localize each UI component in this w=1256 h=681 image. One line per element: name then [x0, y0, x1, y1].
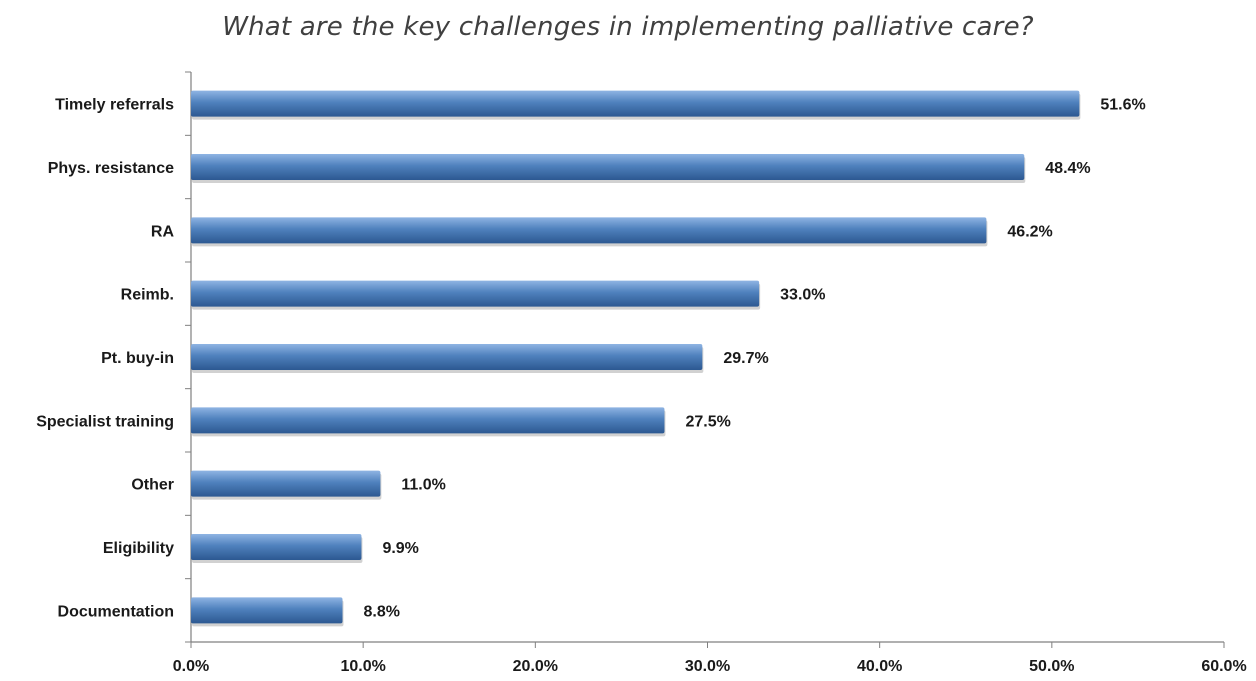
value-label: 9.9% — [382, 540, 418, 557]
category-label: Phys. resistance — [48, 160, 174, 177]
value-label: 29.7% — [723, 350, 768, 367]
chart-title: What are the key challenges in implement… — [222, 12, 1034, 42]
category-label: RA — [151, 223, 175, 240]
category-label: Other — [131, 477, 174, 494]
category-label: Eligibility — [103, 540, 174, 557]
bar — [191, 597, 343, 624]
value-label: 51.6% — [1100, 97, 1145, 114]
x-tick-label: 60.0% — [1201, 658, 1246, 675]
bar — [191, 407, 665, 434]
value-label: 8.8% — [364, 603, 400, 620]
bar — [191, 280, 760, 307]
bar — [191, 470, 381, 497]
value-label: 33.0% — [780, 287, 825, 304]
bar — [191, 154, 1025, 180]
x-tick-label: 0.0% — [173, 658, 209, 675]
value-label: 48.4% — [1045, 160, 1090, 177]
bar — [191, 534, 362, 560]
value-label: 11.0% — [401, 477, 445, 494]
x-tick-label: 40.0% — [857, 658, 902, 675]
x-tick-label: 50.0% — [1029, 658, 1074, 675]
value-label: 27.5% — [685, 413, 730, 430]
x-tick-label: 10.0% — [340, 658, 385, 675]
value-label: 46.2% — [1007, 223, 1052, 240]
category-label: Timely referrals — [55, 97, 174, 114]
bar — [191, 344, 703, 370]
category-label: Specialist training — [36, 413, 174, 430]
x-tick-label: 30.0% — [685, 658, 730, 675]
bar — [191, 90, 1080, 117]
bar — [191, 217, 987, 244]
category-label: Pt. buy-in — [101, 350, 174, 367]
category-label: Reimb. — [121, 287, 174, 304]
category-label: Documentation — [58, 603, 174, 620]
x-tick-label: 20.0% — [513, 658, 558, 675]
